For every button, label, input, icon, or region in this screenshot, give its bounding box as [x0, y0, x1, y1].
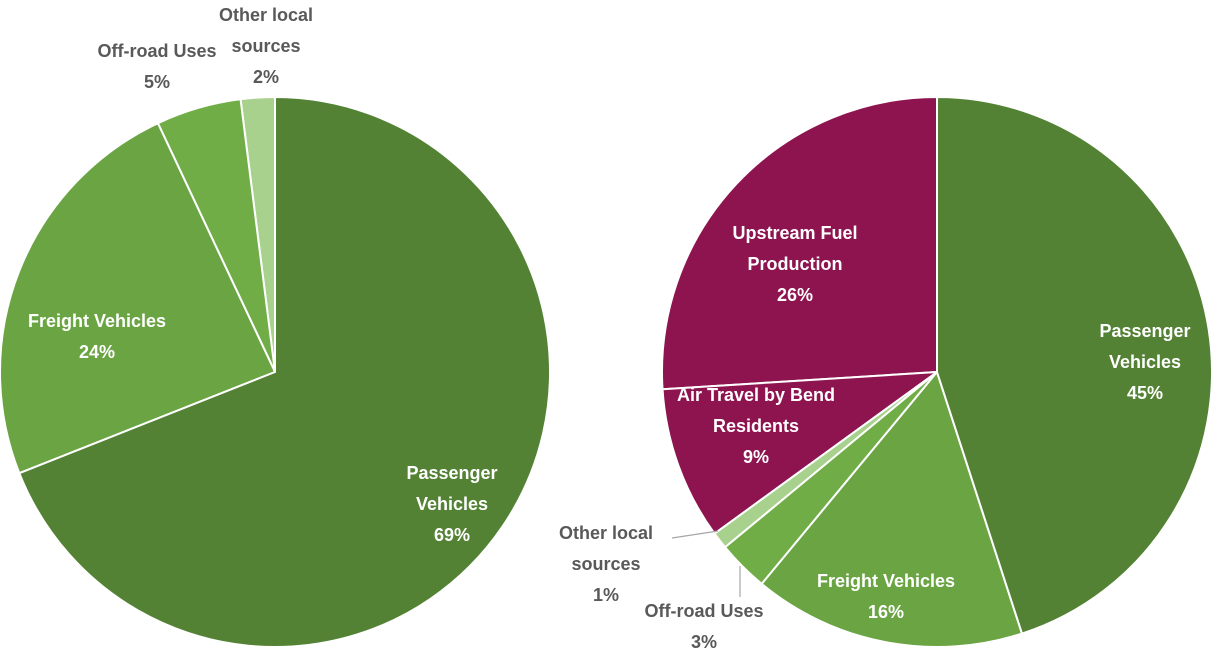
value-label: 2% [252, 67, 279, 87]
category-label: Other local sources [558, 523, 654, 574]
pie-slice [18, 95, 551, 648]
value-label: 16% [867, 602, 905, 622]
value-label: 5% [143, 72, 170, 92]
value-label: 45% [1126, 383, 1164, 403]
value-label: 69% [433, 525, 471, 545]
category-label: Off-road Uses [97, 41, 217, 61]
pie-slice [661, 95, 938, 391]
category-label: Freight Vehicles [27, 311, 167, 331]
category-label: Freight Vehicles [816, 571, 956, 591]
slice-label: Off-road Uses 5% [77, 36, 237, 98]
pie-slice [0, 121, 277, 475]
category-label: Passenger Vehicles [406, 463, 498, 514]
slice-label: Air Travel by Bend Residents 9% [674, 380, 839, 473]
slice-label: Off-road Uses 3% [624, 596, 784, 658]
value-label: 1% [592, 585, 619, 605]
slice-label: Passenger Vehicles 69% [397, 458, 507, 551]
category-label: Upstream Fuel Production [732, 223, 858, 274]
value-label: 26% [776, 285, 814, 305]
category-label: Air Travel by Bend Residents [676, 385, 836, 436]
slice-label: Freight Vehicles 16% [786, 566, 986, 628]
leader-line [671, 530, 719, 539]
slice-label: Freight Vehicles 24% [0, 306, 197, 368]
pie-slice [760, 369, 1024, 648]
value-label: 9% [742, 447, 769, 467]
value-label: 24% [78, 342, 116, 362]
pie-slice [661, 370, 941, 536]
category-label: Off-road Uses [644, 601, 764, 621]
pie-slice [936, 95, 1213, 635]
slice-label: Passenger Vehicles 45% [1090, 316, 1200, 409]
value-label: 3% [690, 632, 717, 652]
category-label: Passenger Vehicles [1099, 321, 1191, 372]
slice-label: Other local sources 2% [211, 0, 321, 93]
slice-label: Upstream Fuel Production 26% [720, 218, 870, 311]
category-label: Other local sources [218, 5, 314, 56]
slice-label: Other local sources 1% [551, 518, 661, 611]
